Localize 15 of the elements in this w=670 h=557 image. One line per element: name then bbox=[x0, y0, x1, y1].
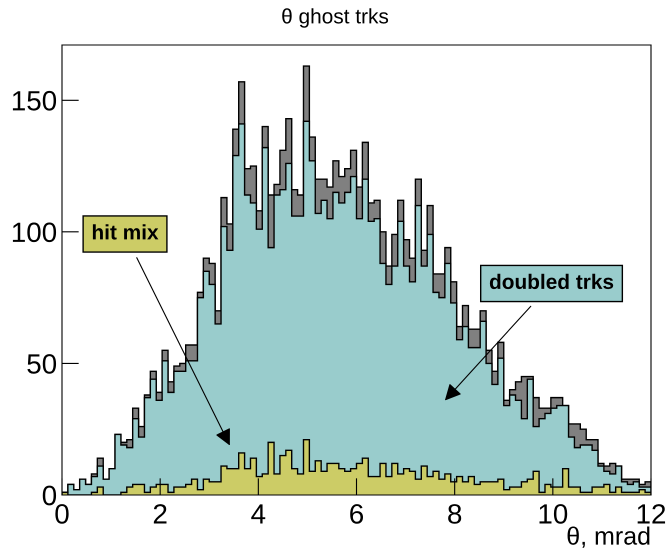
x-tick-label: 0 bbox=[55, 504, 69, 524]
x-tick-label: 6 bbox=[350, 504, 364, 524]
y-tick-label: 100 bbox=[12, 222, 56, 242]
y-tick-label: 0 bbox=[42, 486, 56, 506]
x-axis-title: θ, mrad bbox=[568, 526, 650, 548]
y-tick-label: 50 bbox=[27, 354, 56, 374]
legend-label: hit mix bbox=[92, 224, 158, 240]
x-tick-label: 4 bbox=[251, 504, 266, 524]
x-tick-label: 12 bbox=[638, 504, 666, 524]
series-label: doubled trks bbox=[490, 274, 614, 290]
y-tick-label: 150 bbox=[12, 90, 56, 111]
x-tick-label: 10 bbox=[540, 504, 568, 524]
x-tick-label: 2 bbox=[154, 504, 166, 524]
x-tick-label: 8 bbox=[448, 504, 462, 524]
chart-title: θ ghost trks bbox=[282, 8, 388, 28]
